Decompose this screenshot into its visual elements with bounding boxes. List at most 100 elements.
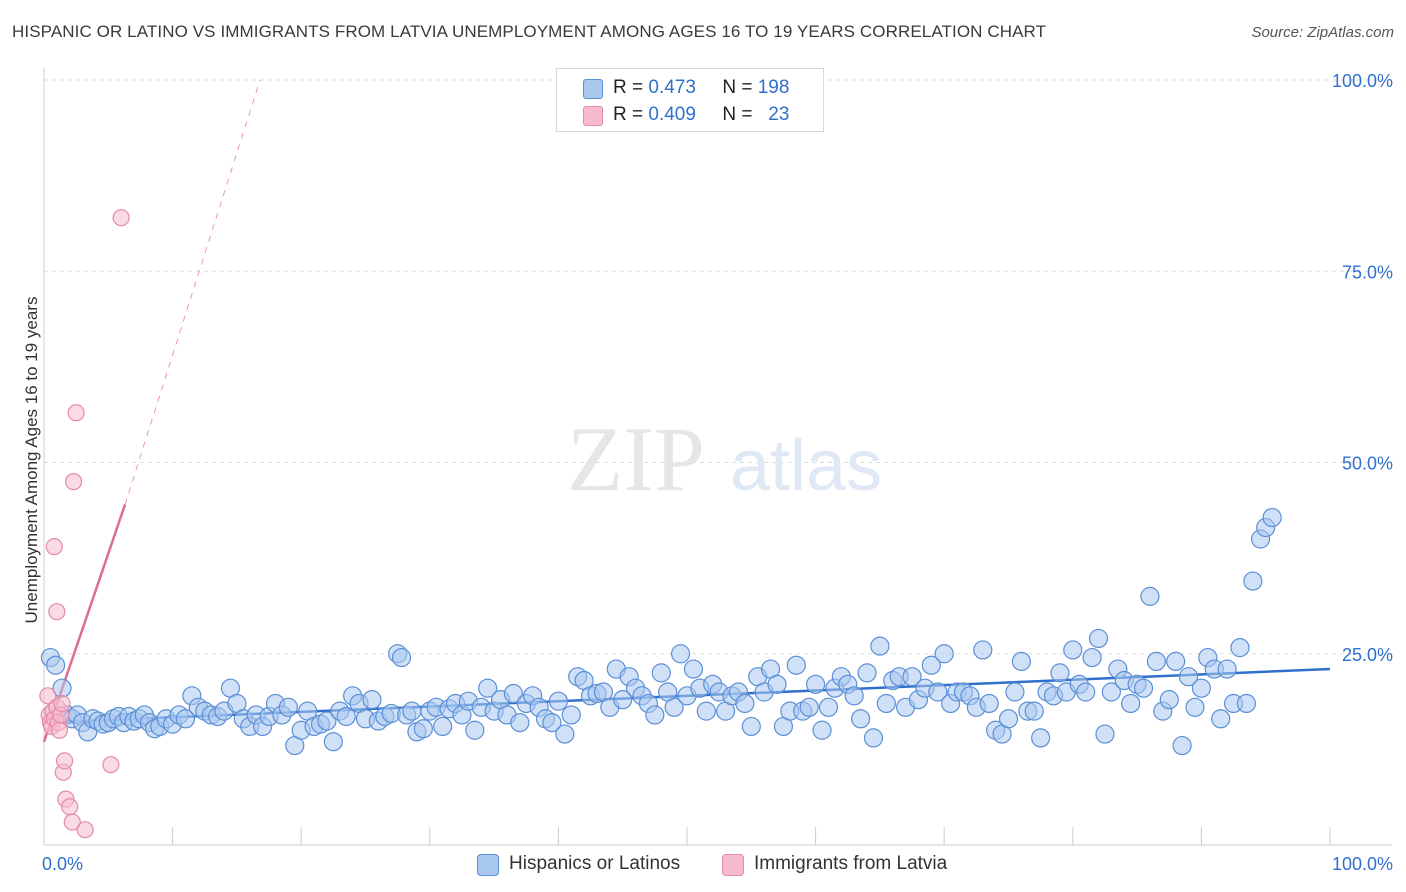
data-point-hispanics [645, 705, 665, 725]
data-point-hispanics [844, 686, 864, 706]
data-point-hispanics [1217, 659, 1237, 679]
x-tick-label-min: 0.0% [42, 854, 83, 874]
data-point-hispanics [863, 728, 884, 748]
source-label: Source: ZipAtlas.com [1251, 24, 1394, 41]
watermark-zip: ZIP [567, 408, 705, 510]
data-point-hispanics [413, 719, 433, 739]
data-point-latvia [61, 798, 79, 816]
data-point-hispanics [542, 712, 562, 733]
data-point-hispanics [1005, 682, 1025, 702]
data-point-latvia [50, 721, 69, 739]
data-point-hispanics [561, 705, 581, 725]
data-point-latvia [39, 687, 57, 705]
bottom-legend-swatch-pink [722, 854, 744, 876]
data-point-hispanics [1172, 735, 1192, 756]
data-point-hispanics [1230, 638, 1250, 658]
data-point-hispanics [1101, 682, 1121, 702]
data-point-hispanics [362, 690, 382, 710]
data-point-hispanics [1191, 678, 1212, 698]
data-point-hispanics [1082, 647, 1102, 668]
x-tick-label-max: 100.0% [1332, 854, 1393, 874]
data-point-hispanics [683, 659, 704, 679]
data-point-hispanics [1088, 628, 1109, 649]
data-point-latvia [76, 821, 94, 839]
data-point-hispanics [1262, 507, 1282, 528]
legend-r-value: 0.409 [648, 104, 696, 125]
legend-n-value: 198 [757, 77, 790, 98]
trendline-latvia-extension [124, 79, 261, 505]
data-point-hispanics [786, 655, 806, 675]
data-point-hispanics [1050, 663, 1070, 683]
data-point-hispanics [555, 724, 575, 744]
y-axis-label: Unemployment Among Ages 16 to 19 years [22, 296, 41, 624]
data-point-hispanics [799, 697, 819, 717]
data-point-hispanics [902, 667, 922, 687]
watermark: ZIP atlas [567, 408, 882, 510]
data-point-hispanics [818, 697, 839, 717]
data-point-hispanics [1159, 690, 1179, 710]
data-point-hispanics [1011, 651, 1031, 672]
data-point-hispanics [465, 720, 485, 740]
bottom-legend-swatch-blue [477, 854, 499, 876]
legend-n-label: N = [722, 77, 753, 98]
series-latvia-points [39, 209, 130, 839]
data-point-hispanics [478, 678, 498, 698]
data-point-latvia [55, 752, 74, 770]
data-point-hispanics [317, 711, 337, 731]
data-point-hispanics [323, 732, 343, 752]
y-tick-label: 50.0% [1342, 454, 1393, 474]
data-point-hispanics [1146, 651, 1166, 672]
data-point-hispanics [402, 701, 422, 721]
data-point-hispanics [1178, 667, 1199, 687]
y-tick-label: 25.0% [1342, 645, 1393, 665]
data-point-hispanics [851, 709, 871, 729]
y-tick-label: 100.0% [1332, 71, 1393, 91]
data-point-hispanics [1211, 709, 1231, 729]
data-point-hispanics [1095, 724, 1115, 744]
series-hispanics-points [40, 507, 1282, 756]
legend-r-value: 0.473 [648, 77, 696, 98]
data-point-hispanics [1031, 728, 1051, 748]
data-point-hispanics [934, 644, 954, 664]
data-point-latvia [102, 756, 120, 774]
data-point-hispanics [651, 663, 671, 683]
bottom-legend-label: Immigrants from Latvia [754, 853, 948, 874]
data-point-hispanics [1063, 640, 1083, 660]
grid-lines [44, 79, 1392, 655]
data-point-latvia [64, 473, 83, 491]
tick-labels: 25.0% 50.0% 75.0% 100.0% 0.0% 100.0% [42, 71, 1393, 874]
data-point-hispanics [613, 690, 633, 710]
data-point-latvia [112, 209, 130, 227]
data-point-hispanics [1243, 571, 1263, 591]
data-point-hispanics [664, 697, 684, 717]
data-point-latvia [48, 603, 66, 621]
data-point-hispanics [921, 655, 941, 675]
data-point-hispanics [391, 647, 412, 668]
data-point-hispanics [805, 674, 826, 694]
data-point-hispanics [696, 701, 716, 721]
data-point-hispanics [735, 693, 755, 714]
legend-n-label: N = [722, 104, 753, 125]
data-point-hispanics [1121, 693, 1141, 714]
data-point-hispanics [767, 674, 787, 694]
data-point-hispanics [979, 693, 999, 714]
legend-r-label: R = [613, 77, 644, 98]
data-point-hispanics [1185, 697, 1205, 717]
data-point-hispanics [548, 691, 569, 711]
data-point-hispanics [175, 709, 196, 729]
data-point-hispanics [998, 709, 1019, 729]
chart-title: HISPANIC OR LATINO VS IMMIGRANTS FROM LA… [12, 22, 1047, 41]
data-point-hispanics [812, 720, 832, 740]
data-point-hispanics [973, 640, 993, 660]
data-point-hispanics [1166, 651, 1186, 672]
data-point-hispanics [336, 706, 356, 727]
legend-r-label: R = [613, 104, 644, 125]
data-point-hispanics [1024, 701, 1044, 721]
data-point-hispanics [278, 697, 298, 717]
data-point-hispanics [433, 716, 453, 737]
data-point-hispanics [670, 644, 691, 664]
legend-swatch-pink [583, 106, 603, 126]
data-point-hispanics [928, 682, 948, 702]
y-tick-label: 75.0% [1342, 262, 1393, 282]
data-point-hispanics [1076, 682, 1096, 702]
